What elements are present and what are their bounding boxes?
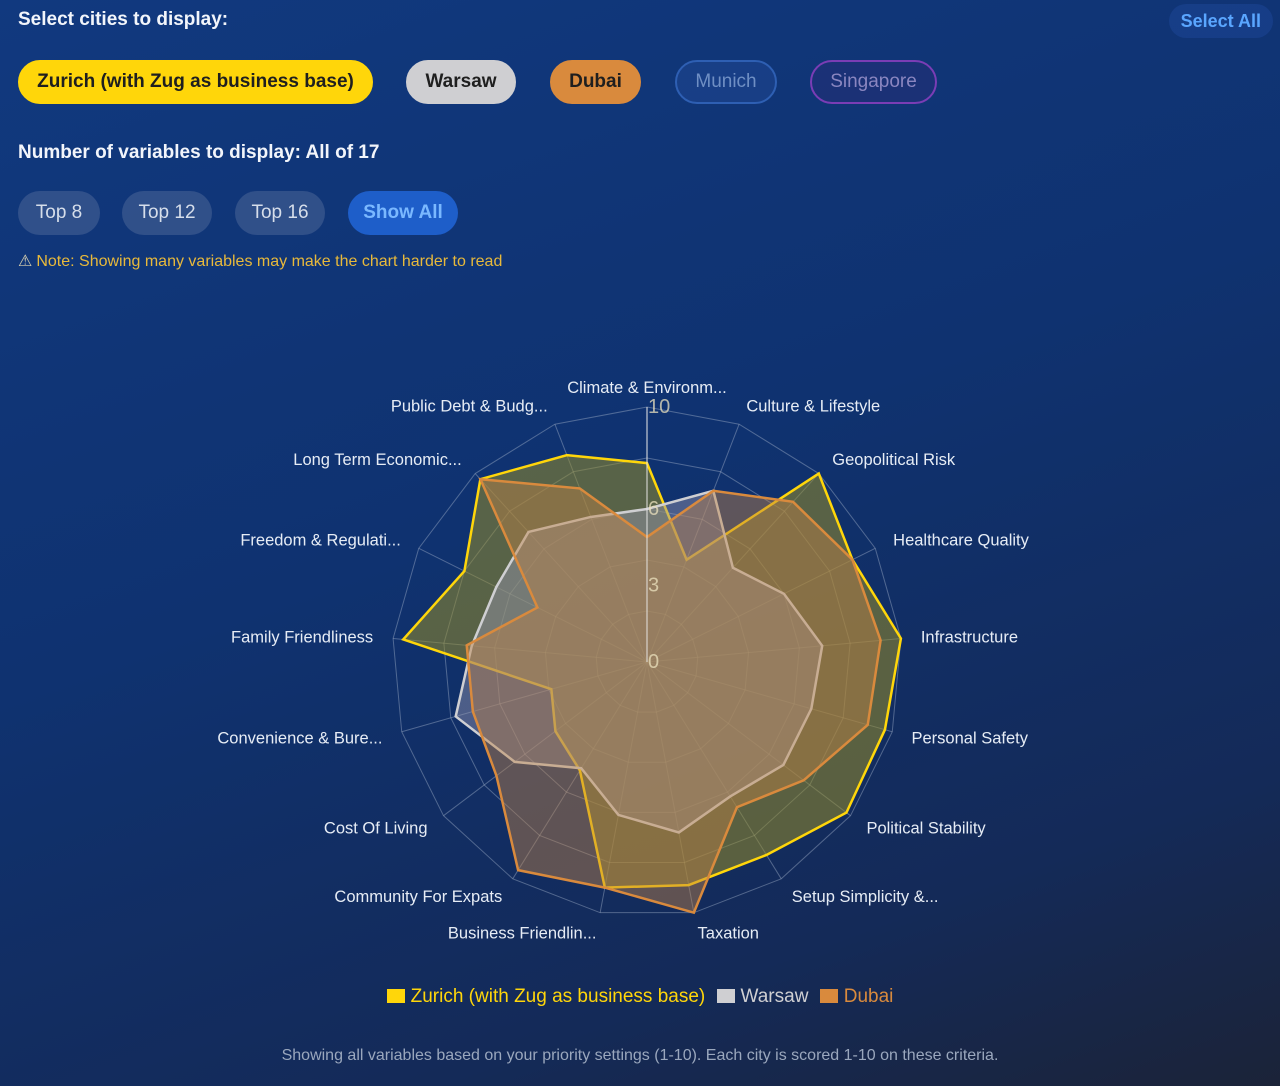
city-chip-munich[interactable]: Munich: [675, 60, 777, 104]
series-1-polygon: [454, 489, 824, 834]
select-all-button[interactable]: Select All: [1168, 4, 1273, 38]
legend-item-dubai[interactable]: Dubai: [819, 986, 894, 1008]
legend-item-warsaw[interactable]: Warsaw: [716, 986, 809, 1008]
axis-label: Political Stability: [866, 820, 986, 838]
city-chip-warsaw[interactable]: Warsaw: [406, 60, 516, 104]
show-all-button[interactable]: Show All: [348, 191, 458, 235]
series-2-polygon: [465, 477, 882, 915]
tick-label-10: 10: [648, 396, 670, 418]
cities-heading: Select cities to display:: [18, 9, 229, 30]
axis-label: Freedom & Regulati...: [240, 531, 401, 549]
note-text: Note: Showing many variables may make th…: [36, 253, 503, 270]
legend-swatch-warsaw: [716, 989, 735, 1003]
legend-label-dubai: Dubai: [843, 986, 894, 1007]
city-chip-dubai[interactable]: Dubai: [550, 60, 641, 104]
axis-label: Business Friendlin...: [448, 924, 597, 942]
city-chip-zurich[interactable]: Zurich (with Zug as business base): [18, 60, 373, 104]
variables-heading: Number of variables to display: All of 1…: [18, 142, 380, 163]
axis-label: Healthcare Quality: [893, 531, 1029, 549]
note-warning: ⚠ Note: Showing many variables may make t…: [18, 251, 502, 271]
tick-label-6: 6: [648, 498, 659, 520]
city-chip-singapore[interactable]: Singapore: [810, 60, 937, 104]
axis-label: Setup Simplicity &...: [792, 888, 939, 906]
warning-icon: ⚠: [18, 253, 33, 270]
axis-label: Personal Safety: [912, 729, 1029, 747]
top-8-button[interactable]: Top 8: [18, 191, 100, 235]
axis-label: Convenience & Bure...: [217, 729, 382, 747]
tick-label-3: 3: [648, 575, 659, 597]
series-0-polygon: [401, 453, 903, 889]
axis-label: Public Debt & Budg...: [391, 398, 548, 416]
axis-label: Geopolitical Risk: [832, 451, 956, 469]
top-12-button[interactable]: Top 12: [122, 191, 212, 235]
legend-item-zurich[interactable]: Zurich (with Zug as business base): [386, 986, 706, 1008]
legend-label-zurich: Zurich (with Zug as business base): [410, 986, 706, 1007]
axis-label: Taxation: [698, 924, 759, 942]
legend-label-warsaw: Warsaw: [740, 986, 809, 1007]
axis-label: Cost Of Living: [324, 820, 428, 838]
axis-label: Climate & Environm...: [567, 379, 727, 397]
axis-label: Long Term Economic...: [293, 451, 461, 469]
axis-label: Culture & Lifestyle: [746, 398, 880, 416]
legend-swatch-dubai: [819, 989, 838, 1003]
grid-ring: [392, 406, 902, 914]
legend-swatch-zurich: [386, 989, 405, 1003]
axis-label: Family Friendliness: [231, 629, 373, 647]
tick-label-0: 0: [648, 651, 659, 673]
chart-legend: Zurich (with Zug as business base) Warsa…: [0, 986, 1280, 1008]
footer-caption: Showing all variables based on your prio…: [281, 1047, 999, 1064]
axis-label: Infrastructure: [921, 629, 1018, 647]
top-16-button[interactable]: Top 16: [235, 191, 325, 235]
axis-label: Community For Expats: [334, 888, 502, 906]
